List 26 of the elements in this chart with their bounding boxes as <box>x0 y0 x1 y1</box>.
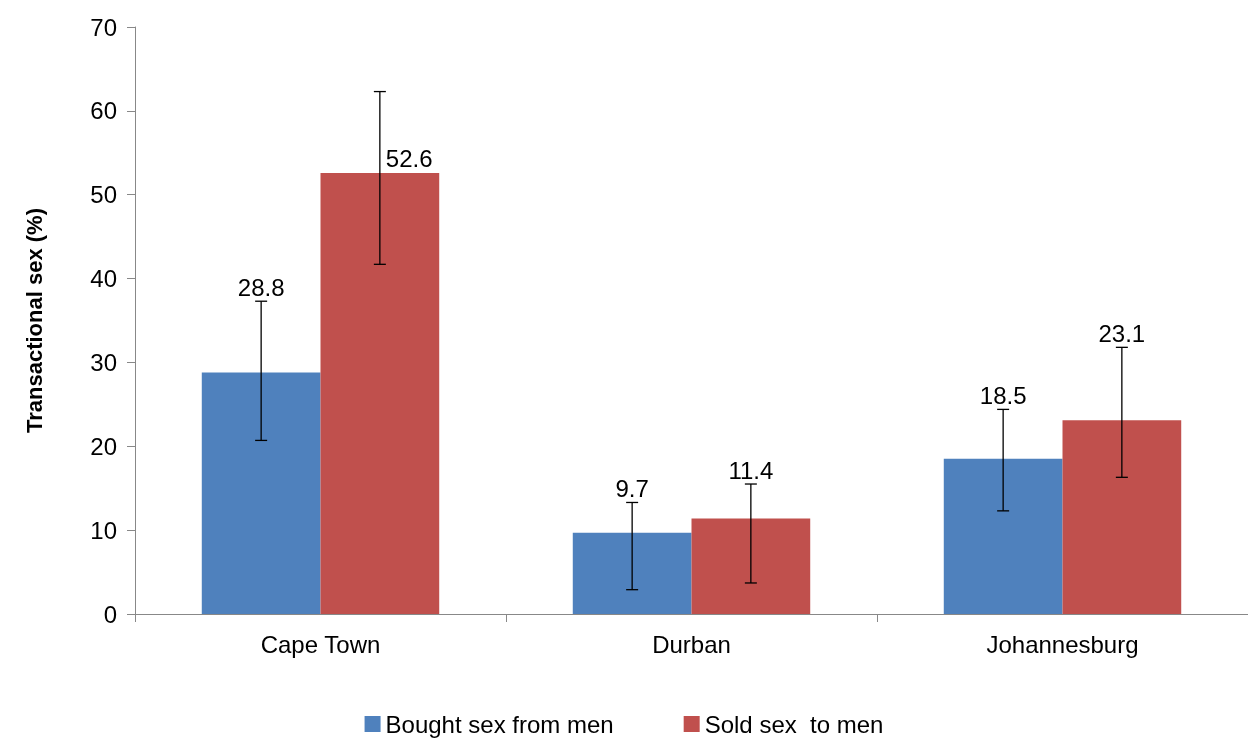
data-label: 23.1 <box>1098 319 1146 347</box>
y-tick-label: 40 <box>90 265 117 293</box>
data-label: 28.8 <box>237 273 285 301</box>
y-tick-label: 10 <box>90 516 117 544</box>
data-label: 52.6 <box>385 145 433 173</box>
data-label: 18.5 <box>979 381 1027 409</box>
bar <box>1062 420 1182 614</box>
data-label: 9.7 <box>615 474 649 502</box>
x-tick-label: Durban <box>652 630 731 658</box>
legend-label: Sold sex to men <box>704 710 884 738</box>
y-tick-label: 70 <box>90 13 117 41</box>
legend-label: Bought sex from men <box>385 710 614 738</box>
y-axis-title: Transactional sex (%) <box>21 208 47 433</box>
y-tick-label: 50 <box>90 181 117 209</box>
data-label: 11.4 <box>728 456 774 484</box>
bar <box>943 458 1063 614</box>
bar <box>572 532 692 614</box>
y-tick-label: 30 <box>90 348 117 376</box>
y-tick-label: 20 <box>90 432 117 460</box>
bar <box>320 172 440 614</box>
bar <box>691 518 811 614</box>
bar <box>201 372 321 614</box>
x-tick-label: Cape Town <box>260 630 381 658</box>
y-tick-label: 60 <box>90 97 117 125</box>
x-tick-label: Johannesburg <box>986 630 1139 658</box>
y-tick-label: 0 <box>103 600 117 628</box>
